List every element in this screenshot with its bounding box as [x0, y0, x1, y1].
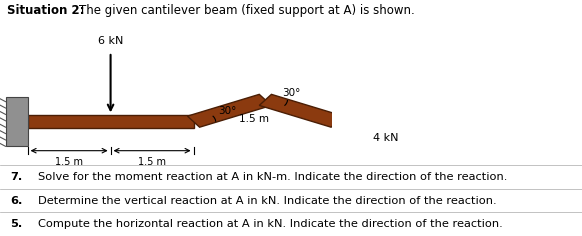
Polygon shape: [27, 115, 193, 128]
Text: 7.: 7.: [10, 172, 23, 182]
Text: Solve for the moment reaction at A in kN-m. Indicate the direction of the reacti: Solve for the moment reaction at A in kN…: [38, 172, 507, 182]
Text: 1.5 m: 1.5 m: [55, 157, 83, 167]
Text: Determine the vertical reaction at A in kN. Indicate the direction of the reacti: Determine the vertical reaction at A in …: [38, 196, 496, 206]
Text: Situation 2:: Situation 2:: [7, 4, 84, 17]
Text: 1.5 m: 1.5 m: [138, 157, 166, 167]
Text: The given cantilever beam (fixed support at A) is shown.: The given cantilever beam (fixed support…: [79, 4, 414, 17]
Polygon shape: [187, 94, 271, 127]
Text: 1.5 m: 1.5 m: [239, 114, 269, 124]
Text: A: A: [17, 133, 25, 143]
Text: 6.: 6.: [10, 196, 23, 206]
Text: Compute the horizontal reaction at A in kN. Indicate the direction of the reacti: Compute the horizontal reaction at A in …: [38, 219, 503, 229]
Bar: [5, 97, 27, 146]
Text: 30°: 30°: [218, 106, 237, 116]
Text: 5.: 5.: [10, 219, 23, 229]
Polygon shape: [259, 94, 343, 127]
Text: 4 kN: 4 kN: [372, 133, 398, 143]
Text: 6 kN: 6 kN: [98, 36, 123, 46]
Text: 30°: 30°: [282, 88, 300, 98]
